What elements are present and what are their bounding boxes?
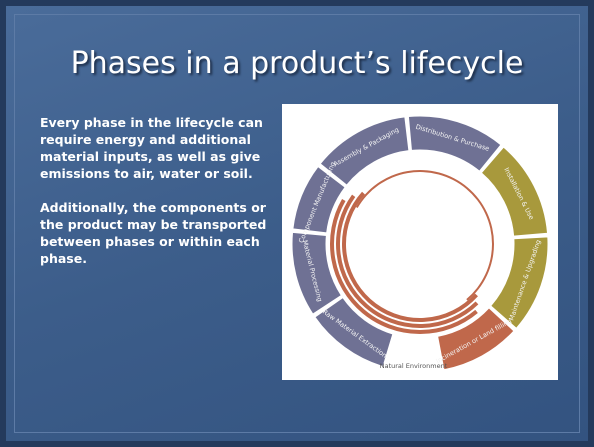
center-label: Natural Environment bbox=[380, 362, 448, 370]
slide: Phases in a product’s lifecycle Every ph… bbox=[0, 0, 594, 447]
paragraph: Every phase in the lifecycle can require… bbox=[40, 114, 285, 182]
body-text: Every phase in the lifecycle can require… bbox=[40, 114, 285, 284]
transport-arc bbox=[344, 193, 476, 320]
slide-title: Phases in a product’s lifecycle bbox=[6, 46, 588, 81]
inner-ring bbox=[356, 170, 494, 301]
paragraph: Additionally, the components or the prod… bbox=[40, 199, 285, 267]
